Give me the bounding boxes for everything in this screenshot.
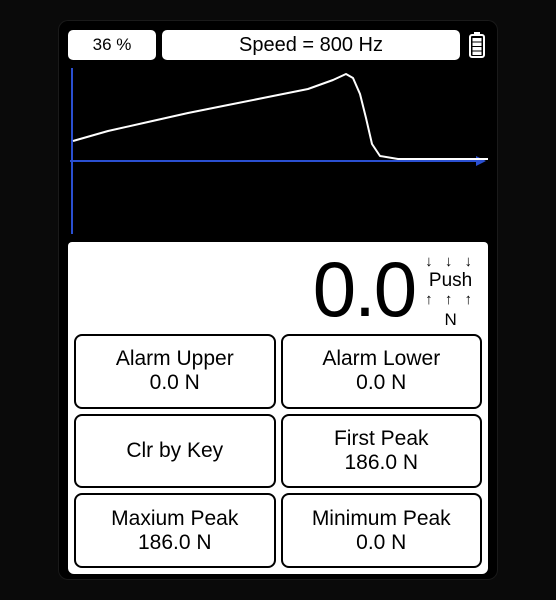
speed-label: Speed = 800 Hz [239,34,383,57]
main-panel: 0.0 ↓ ↓ ↓ Push ↑ ↑ ↑ N Alarm Upper 0.0 N… [68,242,488,574]
alarm-lower-cell[interactable]: Alarm Lower 0.0 N [281,334,483,409]
chart-svg [68,66,488,236]
cell-title: Clr by Key [126,439,223,463]
arrows-up-icon: ↑ ↑ ↑ [425,292,476,307]
first-peak-cell[interactable]: First Peak 186.0 N [281,414,483,489]
speed-display: Speed = 800 Hz [162,30,460,60]
cell-title: First Peak [334,427,429,451]
cell-value: 186.0 N [138,531,212,555]
maximum-peak-cell[interactable]: Maxium Peak 186.0 N [74,493,276,568]
percent-value: 36 % [93,35,132,55]
clr-by-key-cell[interactable]: Clr by Key [74,414,276,489]
mode-label: Push [429,271,472,290]
cell-value: 0.0 N [356,371,406,395]
alarm-upper-cell[interactable]: Alarm Upper 0.0 N [74,334,276,409]
info-grid: Alarm Upper 0.0 N Alarm Lower 0.0 N Clr … [74,334,482,568]
device-screen: 36 % Speed = 800 Hz 0.0 ↓ ↓ ↓ Push ↑ ↑ ↑ [58,20,498,580]
unit-label: N [444,311,456,328]
cell-title: Minimum Peak [312,507,451,531]
battery-icon [466,30,488,60]
percent-indicator: 36 % [68,30,156,60]
top-bar: 36 % Speed = 800 Hz [68,30,488,60]
cell-value: 0.0 N [150,371,200,395]
reading-side: ↓ ↓ ↓ Push ↑ ↑ ↑ N [425,250,476,328]
reading-value: 0.0 [313,250,415,328]
arrows-down-icon: ↓ ↓ ↓ [425,254,476,269]
cell-title: Alarm Upper [116,347,234,371]
waveform-chart [68,66,488,236]
cell-title: Alarm Lower [322,347,440,371]
cell-value: 186.0 N [344,451,418,475]
cell-title: Maxium Peak [111,507,238,531]
cell-value: 0.0 N [356,531,406,555]
reading-row: 0.0 ↓ ↓ ↓ Push ↑ ↑ ↑ N [74,246,482,334]
minimum-peak-cell[interactable]: Minimum Peak 0.0 N [281,493,483,568]
